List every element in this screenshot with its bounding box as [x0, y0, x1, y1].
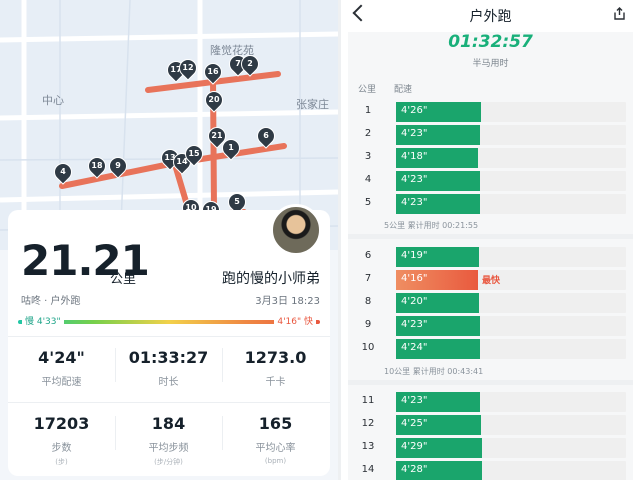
split-pace-bar: 4'25"	[396, 415, 481, 435]
divider	[115, 348, 116, 382]
avatar[interactable]	[270, 204, 322, 256]
split-row: 9 4'23"	[360, 316, 626, 336]
stat-calories: 1273.0 千卡	[244, 348, 307, 388]
split-row: 14 4'28"	[360, 461, 626, 480]
split-km: 13	[361, 441, 375, 452]
split-row: 4 4'23"	[360, 171, 626, 191]
fastest-badge: 最快	[482, 276, 501, 286]
split-row: 10 4'24"	[360, 339, 626, 359]
split-row: 1 4'26"	[360, 102, 626, 122]
split-km: 6	[364, 250, 372, 261]
split-pace-bar: 4'23"	[396, 171, 480, 191]
split-km: 3	[364, 151, 372, 162]
run-summary-panel: 隆觉花苑 中心 张家庄 17 12 16 7 2 20 21 6 18 9 4 …	[0, 0, 338, 476]
split-km: 2	[364, 128, 372, 139]
split-km: 7	[364, 273, 372, 284]
split-pace-bar: 4'29"	[396, 438, 482, 458]
split-km: 4	[364, 174, 372, 185]
summary-card: 21.21 公里 咕咚 · 户外跑 跑的慢的小师弟 3月3日 18:23 慢 4…	[8, 210, 330, 476]
split-pace: 4'24"	[401, 342, 428, 353]
split-pace: 4'23"	[401, 128, 428, 139]
stat-avg-pace: 4'24" 平均配速	[38, 348, 85, 388]
distance-unit: 公里	[110, 272, 137, 287]
splits-area: 01:32:57 半马用时 公里 配速 1 4'26" 2 4'23" 3 4'18" 4 4…	[348, 32, 633, 480]
route-map[interactable]: 隆觉花苑 中心 张家庄 17 12 16 7 2 20 21 6 18 9 4 …	[0, 0, 338, 250]
split-pace: 4'19"	[401, 250, 428, 261]
split-pace: 4'26"	[401, 105, 428, 116]
stat-cadence: 184 平均步频 (步/分钟)	[148, 414, 189, 466]
split-row: 5 4'23"	[360, 194, 626, 214]
divider	[115, 416, 116, 450]
split-row: 12 4'25"	[360, 415, 626, 435]
column-header-pace: 配速	[394, 85, 413, 95]
split-km: 9	[364, 319, 372, 330]
split-pace-bar: 4'26"	[396, 102, 481, 122]
split-pace: 4'25"	[401, 418, 428, 429]
split-pace-bar: 4'23"	[396, 194, 480, 214]
split-pace-bar: 4'28"	[396, 461, 482, 480]
split-row: 6 4'19"	[360, 247, 626, 267]
page-title: 户外跑	[469, 9, 512, 25]
stat-heart-rate: 165 平均心率 (bpm)	[255, 414, 296, 465]
fastest-pace-label: 4'16" 快	[274, 314, 316, 327]
split-row: 7 4'16" 最快	[360, 270, 626, 290]
divider	[222, 348, 223, 382]
map-label-1: 中心	[42, 94, 64, 107]
split-row: 11 4'23"	[360, 392, 626, 412]
activity-type: 咕咚 · 户外跑	[21, 296, 81, 307]
split-km: 14	[361, 464, 375, 475]
split-km: 8	[364, 296, 372, 307]
split-pace: 4'16"	[401, 273, 428, 284]
split-pace-bar: 4'23"	[396, 316, 480, 336]
split-pace-bar: 4'24"	[396, 339, 480, 359]
split-pace-bar: 4'18"	[396, 148, 478, 168]
divider	[8, 402, 330, 403]
top-bar: 户外跑	[341, 0, 640, 30]
stat-steps: 17203 步数 (步)	[33, 414, 90, 466]
column-header-km: 公里	[358, 85, 377, 95]
split-row: 8 4'20"	[360, 293, 626, 313]
pace-gradient-bar	[18, 320, 320, 324]
split-pace: 4'23"	[401, 174, 428, 185]
half-marathon-label: 半马用时	[472, 59, 509, 69]
split-pace: 4'23"	[401, 197, 428, 208]
share-icon[interactable]	[613, 7, 626, 20]
stat-duration: 01:33:27 时长	[128, 348, 209, 388]
split-detail-panel: 户外跑 01:32:57 半马用时 公里 配速 1 4'26" 2 4'23" 3 4'1…	[341, 0, 640, 480]
split-note-5km: 5公里 累计用时 00:21:55	[384, 221, 479, 230]
slowest-pace-label: 慢 4'33"	[22, 314, 64, 327]
split-km: 1	[364, 105, 372, 116]
total-distance: 21.21	[21, 236, 150, 285]
split-km: 12	[361, 418, 375, 429]
split-pace-bar: 4'23"	[396, 125, 480, 145]
divider	[348, 380, 633, 385]
split-row: 13 4'29"	[360, 438, 626, 458]
map-label-0: 隆觉花苑	[210, 44, 254, 57]
half-marathon-time: 01:32:57	[448, 32, 533, 52]
split-pace: 4'20"	[401, 296, 428, 307]
split-row: 3 4'18"	[360, 148, 626, 168]
split-km: 10	[361, 342, 375, 353]
split-note-10km: 10公里 累计用时 00:43:41	[384, 367, 484, 376]
divider	[222, 416, 223, 450]
split-pace: 4'23"	[401, 319, 428, 330]
split-pace-bar: 4'16"	[396, 270, 478, 290]
split-pace-bar: 4'20"	[396, 293, 479, 313]
map-label-2: 张家庄	[296, 98, 329, 111]
run-datetime: 3月3日 18:23	[255, 296, 320, 307]
split-pace-bar: 4'19"	[396, 247, 479, 267]
split-pace: 4'28"	[401, 464, 428, 475]
split-pace: 4'23"	[401, 395, 428, 406]
split-pace: 4'29"	[401, 441, 428, 452]
split-pace-bar: 4'23"	[396, 392, 480, 412]
user-nickname[interactable]: 跑的慢的小师弟	[222, 271, 320, 287]
divider	[348, 234, 633, 239]
split-km: 5	[364, 197, 372, 208]
split-km: 11	[361, 395, 375, 406]
divider	[8, 336, 330, 337]
split-row: 2 4'23"	[360, 125, 626, 145]
split-pace: 4'18"	[401, 151, 428, 162]
